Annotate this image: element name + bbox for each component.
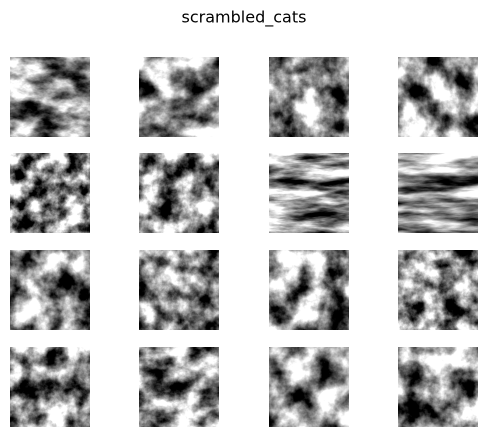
image-panel (139, 57, 219, 137)
image-panel (10, 57, 90, 137)
image-panel (10, 347, 90, 427)
image-panel (398, 347, 478, 427)
image-panel (10, 153, 90, 233)
image-panel (398, 57, 478, 137)
image-panel (269, 57, 349, 137)
image-panel (269, 153, 349, 233)
figure-title: scrambled_cats (182, 8, 307, 28)
image-panel (398, 153, 478, 233)
image-panel (269, 347, 349, 427)
image-panel (10, 250, 90, 330)
image-panel (139, 250, 219, 330)
image-panel (269, 250, 349, 330)
image-panel (139, 153, 219, 233)
image-panel (398, 250, 478, 330)
image-panel (139, 347, 219, 427)
